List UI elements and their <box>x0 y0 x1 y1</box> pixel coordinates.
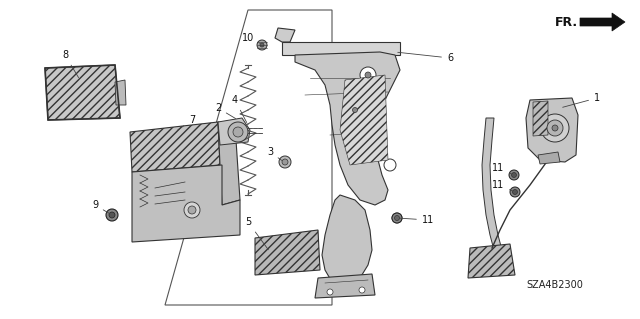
Text: 7: 7 <box>177 115 195 130</box>
Polygon shape <box>275 28 295 42</box>
Circle shape <box>327 289 333 295</box>
Circle shape <box>228 122 248 142</box>
Polygon shape <box>526 98 578 162</box>
Polygon shape <box>322 195 372 285</box>
Circle shape <box>552 125 558 131</box>
Circle shape <box>509 170 519 180</box>
Polygon shape <box>130 122 220 172</box>
Circle shape <box>394 216 399 220</box>
Polygon shape <box>282 42 400 55</box>
Circle shape <box>106 209 118 221</box>
Text: 5: 5 <box>245 217 268 250</box>
Text: 3: 3 <box>267 147 282 160</box>
Polygon shape <box>218 118 250 145</box>
Circle shape <box>282 159 288 165</box>
Text: 1: 1 <box>563 93 600 107</box>
Circle shape <box>392 213 402 223</box>
Polygon shape <box>315 274 375 298</box>
Circle shape <box>360 67 376 83</box>
Polygon shape <box>482 118 504 263</box>
Polygon shape <box>468 244 515 278</box>
Circle shape <box>547 120 563 136</box>
Polygon shape <box>538 152 560 164</box>
Text: 4: 4 <box>232 95 246 122</box>
Circle shape <box>184 202 200 218</box>
Circle shape <box>257 40 267 50</box>
Circle shape <box>233 127 243 137</box>
Text: 6: 6 <box>398 52 453 63</box>
Polygon shape <box>255 230 320 275</box>
Polygon shape <box>45 65 120 120</box>
Circle shape <box>513 189 518 195</box>
Polygon shape <box>115 80 126 105</box>
Circle shape <box>511 173 516 177</box>
Circle shape <box>349 104 361 116</box>
Circle shape <box>279 156 291 168</box>
Text: 2: 2 <box>215 103 236 119</box>
Polygon shape <box>218 122 240 205</box>
Text: 11: 11 <box>492 163 511 174</box>
Text: 11: 11 <box>400 215 434 225</box>
Polygon shape <box>340 75 388 165</box>
Polygon shape <box>580 13 625 31</box>
Polygon shape <box>295 52 400 205</box>
Text: 10: 10 <box>242 33 259 44</box>
Circle shape <box>353 108 358 113</box>
Circle shape <box>365 72 371 78</box>
Polygon shape <box>132 165 240 242</box>
Circle shape <box>384 159 396 171</box>
Circle shape <box>392 213 402 223</box>
Text: FR.: FR. <box>555 16 578 28</box>
Circle shape <box>109 212 115 218</box>
Circle shape <box>510 187 520 197</box>
Circle shape <box>260 43 264 47</box>
Text: SZA4B2300: SZA4B2300 <box>527 280 584 290</box>
Text: 11: 11 <box>492 180 513 191</box>
Text: 8: 8 <box>62 50 79 78</box>
Circle shape <box>365 140 375 150</box>
Circle shape <box>188 206 196 214</box>
Text: 9: 9 <box>92 200 109 214</box>
Circle shape <box>359 287 365 293</box>
Circle shape <box>541 114 569 142</box>
Polygon shape <box>533 101 548 136</box>
